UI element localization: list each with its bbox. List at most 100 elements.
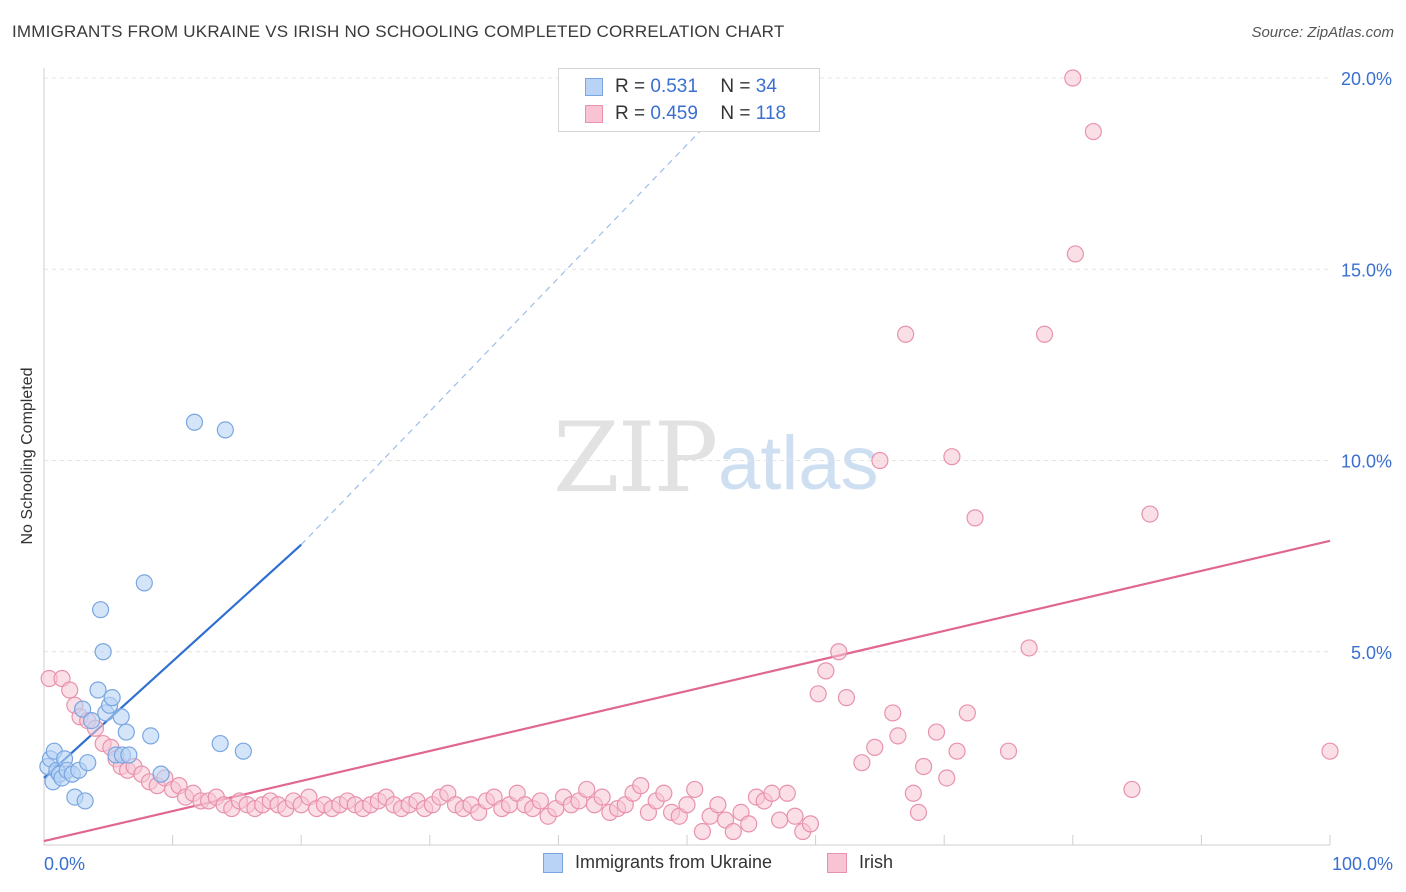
ukraine-trend-line — [43, 543, 302, 779]
tick-labels: 5.0% 10.0% 15.0% 20.0% 0.0% 100.0% — [44, 69, 1393, 874]
irish-point — [999, 742, 1018, 760]
irish-points — [40, 69, 1339, 841]
y-tick-label: 20.0% — [1341, 69, 1392, 89]
ukraine-point — [120, 746, 138, 764]
bottom-legend-swatch-irish — [827, 852, 847, 873]
ukraine-points — [39, 413, 252, 810]
trend-lines — [43, 77, 1331, 843]
irish-point — [632, 777, 650, 795]
irish-point — [770, 811, 789, 829]
ukraine-point — [89, 681, 107, 699]
y-tick-label: 10.0% — [1341, 452, 1392, 472]
irish-point — [884, 704, 902, 722]
bottom-legend-ukraine: Immigrants from Ukraine — [543, 852, 772, 873]
irish-point — [927, 723, 946, 741]
ukraine-point — [112, 708, 130, 726]
legend-r-value: 0.531 — [650, 76, 698, 97]
chart-title: IMMIGRANTS FROM UKRAINE VS IRISH NO SCHO… — [12, 22, 785, 41]
ukraine-point — [234, 742, 252, 760]
bottom-legend-irish: Irish — [827, 852, 893, 873]
ukraine-point — [117, 723, 135, 741]
y-tick-label: 15.0% — [1341, 260, 1392, 280]
legend-swatch-irish — [585, 105, 603, 123]
irish-point — [866, 738, 884, 756]
irish-point — [686, 780, 704, 799]
irish-point — [740, 815, 758, 833]
irish-point — [915, 757, 933, 776]
irish-point — [801, 815, 820, 833]
irish-point — [655, 784, 673, 802]
irish-point — [830, 643, 848, 661]
legend-n-value: 118 — [755, 103, 787, 124]
irish-point — [853, 754, 871, 772]
ukraine-point — [152, 765, 170, 783]
axis-ticks — [43, 835, 1331, 845]
irish-point — [786, 807, 804, 825]
irish-point — [889, 727, 907, 745]
ukraine-point — [79, 754, 97, 772]
ukraine-point — [91, 601, 110, 619]
watermark-zip: ZIP — [553, 402, 718, 514]
irish-point — [1064, 69, 1082, 87]
chart-source: Source: ZipAtlas.com — [1251, 24, 1394, 41]
correlation-legend: R = 0.531 N = 34 R = 0.459 N = 118 — [558, 68, 820, 132]
ukraine-point — [76, 792, 94, 810]
irish-point — [909, 803, 928, 822]
irish-point — [1066, 245, 1084, 263]
irish-point — [593, 788, 611, 806]
legend-n-label: N = — [720, 103, 751, 124]
y-axis-label: No Schooling Completed — [19, 367, 36, 545]
legend-row-irish: R = 0.459 N = 118 — [585, 103, 786, 125]
ukraine-point — [73, 700, 92, 718]
irish-point — [966, 509, 984, 527]
irish-point — [778, 784, 796, 802]
ukraine-point — [211, 734, 229, 753]
irish-point — [1141, 505, 1159, 523]
grid-lines — [44, 77, 1330, 653]
irish-point — [1321, 742, 1339, 760]
irish-trend-line — [43, 539, 1331, 843]
irish-point — [904, 784, 922, 802]
irish-point — [958, 704, 976, 722]
irish-point — [763, 784, 781, 802]
y-tick-label: 5.0% — [1351, 643, 1392, 663]
legend-swatch-ukraine — [585, 78, 603, 96]
irish-point — [61, 681, 79, 699]
irish-point — [871, 451, 889, 470]
irish-point — [709, 796, 727, 814]
ukraine-point — [142, 727, 160, 745]
watermark-atlas: atlas — [718, 421, 879, 506]
legend-r-value: 0.459 — [650, 103, 698, 124]
ukraine-point — [216, 421, 234, 439]
bottom-legend-label-irish: Irish — [859, 852, 894, 872]
bottom-legend-swatch-ukraine — [543, 852, 563, 873]
x-tick-label: 100.0% — [1332, 854, 1393, 874]
bottom-legend-label-ukraine: Immigrants from Ukraine — [575, 852, 773, 872]
irish-point — [531, 792, 549, 810]
legend-r-label: R = — [615, 76, 646, 97]
irish-point — [809, 685, 827, 703]
irish-point — [943, 448, 961, 466]
irish-point — [817, 662, 835, 680]
bottom-legend: Immigrants from Ukraine Irish — [0, 852, 1406, 876]
ukraine-trend-dashed — [300, 77, 752, 546]
irish-point — [1084, 122, 1102, 141]
irish-point — [837, 689, 856, 707]
irish-point — [678, 796, 696, 814]
legend-r-label: R = — [615, 103, 646, 124]
irish-point — [693, 822, 712, 841]
ukraine-point — [94, 643, 112, 661]
irish-point — [1035, 325, 1054, 343]
irish-point — [897, 325, 915, 343]
irish-point — [1020, 639, 1038, 657]
ukraine-point — [185, 413, 204, 431]
irish-point — [948, 742, 966, 760]
axes — [43, 68, 1330, 846]
irish-point — [1123, 780, 1141, 799]
legend-row-ukraine: R = 0.531 N = 34 — [585, 76, 777, 98]
irish-point — [938, 769, 956, 787]
irish-point — [724, 822, 742, 841]
ukraine-point — [103, 689, 121, 707]
ukraine-point — [135, 574, 153, 592]
